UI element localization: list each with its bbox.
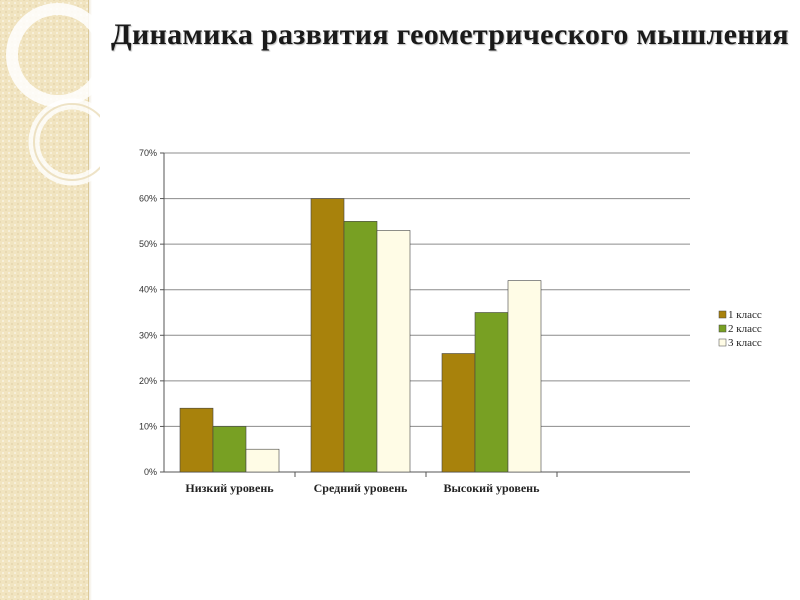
bar — [474, 312, 509, 473]
bar — [441, 353, 476, 473]
x-category-label: Низкий уровень — [185, 481, 274, 495]
slide-title: Динамика развития геометрического мышлен… — [111, 18, 789, 51]
bar — [310, 198, 345, 473]
bar — [212, 426, 247, 473]
decorative-rings — [6, 3, 100, 186]
legend-label: 2 класс — [728, 323, 762, 335]
x-category-label: Средний уровень — [314, 481, 408, 495]
legend-swatch — [718, 338, 727, 347]
bar — [376, 230, 411, 473]
legend-swatch — [718, 310, 727, 319]
legend-label: 1 класс — [728, 309, 762, 321]
legend-label: 3 класс — [728, 337, 762, 349]
decorative-ring-outline — [33, 103, 100, 181]
bar — [343, 221, 378, 473]
y-tick-label: 50% — [139, 239, 157, 249]
y-tick-label: 20% — [139, 376, 157, 386]
x-category-label: Высокий уровень — [444, 481, 541, 495]
y-tick-label: 40% — [139, 285, 157, 295]
legend-swatch — [718, 324, 727, 333]
bar — [245, 448, 280, 473]
y-tick-label: 70% — [139, 148, 157, 158]
bar — [179, 407, 214, 473]
bar — [507, 280, 542, 473]
side-panel-edge — [88, 0, 92, 600]
y-tick-label: 60% — [139, 194, 157, 204]
y-tick-label: 30% — [139, 330, 157, 340]
y-tick-label: 0% — [144, 467, 157, 477]
y-tick-label: 10% — [139, 421, 157, 431]
